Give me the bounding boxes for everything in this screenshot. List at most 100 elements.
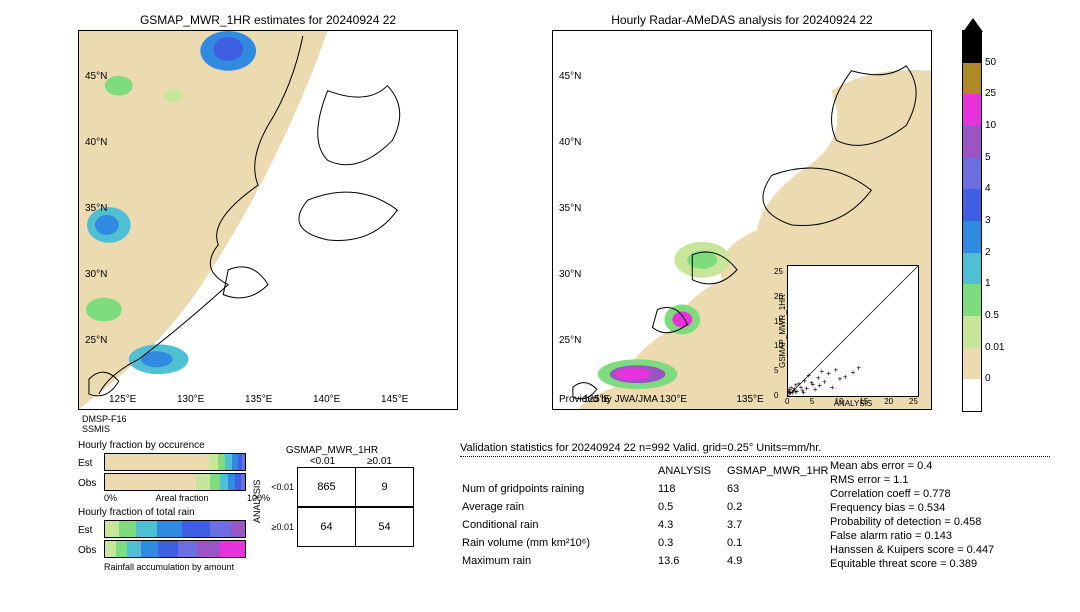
stats-row: Num of gridpoints raining 118 63 [462,481,842,497]
lat-label: 40°N [559,137,581,148]
metrics-block: Mean abs error = 0.4 RMS error = 1.1 Corre… [830,460,994,572]
scatter-xtick: 20 [884,397,893,406]
stats-val: 0.5 [658,499,725,515]
frac-seg [105,541,116,557]
colorbar-seg [963,348,981,380]
lat-label: 25°N [85,335,107,346]
cont-rowlabel0: <0.01 [264,482,297,492]
colorbar-seg [963,126,981,158]
frac-footer: Rainfall accumulation by amount [78,562,270,572]
scatter-plot: ++++++++++++++++++++++++++++++++ ANALYSI… [787,265,919,397]
colorbar-tick: 2 [985,247,991,258]
scatter-xlabel: ANALYSIS [788,399,918,408]
frac-seg [157,521,182,537]
frac-seg [127,541,141,557]
colorbar-tick: 0 [985,373,991,384]
svg-text:+: + [830,383,835,392]
frac-seg [105,474,196,490]
stats-row: Conditional rain 4.3 3.7 [462,517,842,533]
frac-seg [105,454,209,470]
stats-val: 3.7 [727,517,842,533]
frac-seg [116,541,127,557]
svg-text:+: + [826,369,831,378]
frac-title2: Hourly fraction of total rain [78,507,270,518]
scatter-ytick: 25 [774,267,783,276]
colorbar-seg [963,221,981,253]
colorbar-arrow-icon [963,18,983,32]
svg-text:+: + [856,364,861,373]
colorbar-tick: 50 [985,57,996,68]
lat-label: 30°N [559,269,581,280]
colorbar-tick: 5 [985,152,991,163]
stats-val: 63 [727,481,842,497]
colorbar-seg [963,379,981,411]
frac-seg [105,521,119,537]
metric-row: Frequency bias = 0.534 [830,502,994,514]
lat-label: 40°N [85,137,107,148]
metric-row: Mean abs error = 0.4 [830,460,994,472]
frac-seg [242,454,245,470]
metric-row: False alarm ratio = 0.143 [830,530,994,542]
metric-row: Correlation coeff = 0.778 [830,488,994,500]
cont-cell-00: 865 [298,468,356,507]
scatter-ytick: 10 [774,341,783,350]
frac-seg [209,454,219,470]
colorbar-seg [963,31,981,63]
stats-val: 0.2 [727,499,842,515]
frac-seg [225,454,232,470]
frac-est-label: Est [78,458,100,469]
svg-text:+: + [834,366,839,375]
colorbar-tick: 10 [985,120,996,131]
lon-label: 145°E [381,394,408,405]
colorbar-tick: 0.5 [985,310,999,321]
frac-seg [178,541,198,557]
svg-text:+: + [801,388,806,396]
frac-seg [141,541,158,557]
axis-center: Areal fraction [155,493,208,503]
svg-text:+: + [822,378,827,387]
stats-row: Maximum rain 13.6 4.9 [462,553,842,569]
scatter-xtick: 25 [909,397,918,406]
metric-row: RMS error = 1.1 [830,474,994,486]
stats-label: Maximum rain [462,553,656,569]
cont-cell-10: 64 [298,508,356,547]
stats-val: 118 [658,481,725,497]
lat-label: 35°N [85,203,107,214]
stats-col1: GSMAP_MWR_1HR [727,463,842,479]
stats-val: 4.9 [727,553,842,569]
frac-seg [182,521,210,537]
bar-tot-est [104,520,246,538]
colorbar-tick: 25 [985,88,996,99]
scatter-ytick: 5 [774,366,778,375]
svg-text:+: + [851,368,856,377]
colorbar-seg [963,189,981,221]
colorbar: 502510543210.50.010 [962,30,982,412]
cont-cell-11: 54 [356,508,414,547]
stats-label: Rain volume (mm km²10⁶) [462,535,656,551]
stats-val: 0.3 [658,535,725,551]
contingency-table: GSMAP_MWR_1HR ANALYSIS <0.01 ≥0.01 <0.01… [250,445,414,547]
stats-val: 0.1 [727,535,842,551]
lon-label: 130°E [177,394,204,405]
frac-seg [220,541,245,557]
cont-col1: ≥0.01 [351,456,408,467]
lat-label: 30°N [85,269,107,280]
cont-col0: <0.01 [294,456,351,467]
lon-label: 125°E [109,394,136,405]
lon-label: 130°E [660,394,687,405]
stats-col0: ANALYSIS [658,463,725,479]
cont-row-axis: ANALYSIS [250,456,264,547]
stats-label: Average rain [462,499,656,515]
lon-label: 140°E [313,394,340,405]
frac-seg [158,541,178,557]
metric-row: Hanssen & Kuipers score = 0.447 [830,544,994,556]
scatter-ytick: 0 [774,391,778,400]
colorbar-seg [963,284,981,316]
frac-seg [220,474,228,490]
colorbar-seg [963,316,981,348]
left-map-title: GSMAP_MWR_1HR estimates for 20240924 22 [79,13,457,27]
stats-divider [460,456,1050,457]
stats-val: 4.3 [658,517,725,533]
lat-label: 35°N [559,203,581,214]
left-map: GSMAP_MWR_1HR estimates for 20240924 22 … [78,30,458,410]
